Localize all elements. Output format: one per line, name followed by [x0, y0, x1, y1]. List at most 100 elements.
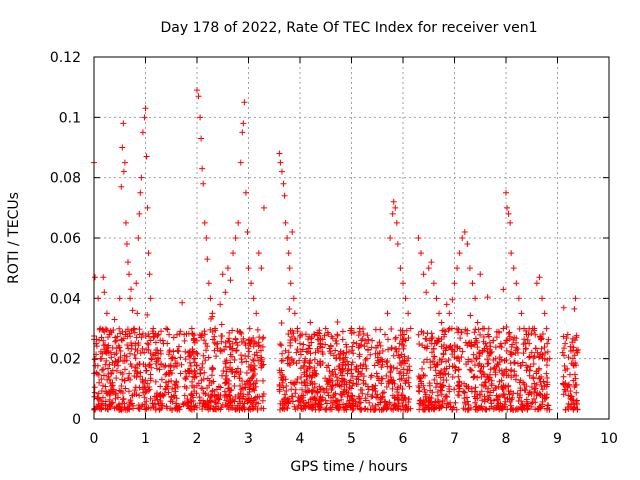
roti-point [147, 371, 154, 378]
roti-point [336, 363, 343, 370]
roti-point [356, 399, 363, 406]
roti-data-point [381, 331, 388, 338]
roti-data-point [294, 325, 301, 332]
roti-point [564, 365, 571, 372]
roti-data-point [451, 280, 458, 287]
roti-point [427, 359, 434, 366]
roti-point [131, 372, 138, 379]
roti-point [460, 388, 467, 395]
roti-point [229, 327, 236, 334]
roti-data-point [358, 370, 365, 377]
roti-point [119, 328, 126, 335]
roti-point [434, 392, 441, 399]
roti-data-point [203, 235, 210, 241]
roti-point [251, 351, 258, 358]
roti-data-point [454, 265, 461, 272]
roti-point [295, 397, 302, 404]
roti-point [562, 388, 569, 395]
roti-point [103, 390, 110, 397]
roti-point [506, 335, 513, 342]
roti-point [228, 353, 235, 360]
y-tick-label: 0.02 [50, 352, 81, 368]
roti-point [117, 354, 124, 361]
roti-point [278, 374, 285, 381]
roti-data-point [322, 325, 329, 332]
roti-point [174, 360, 181, 367]
roti-point [508, 405, 515, 412]
roti-point [251, 362, 258, 369]
roti-point [144, 340, 151, 347]
roti-data-point [297, 340, 303, 347]
roti-point [367, 406, 374, 413]
roti-point [325, 392, 332, 399]
roti-data-point [230, 250, 237, 257]
roti-point [508, 351, 515, 358]
roti-point [248, 395, 255, 402]
roti-point [102, 383, 109, 390]
roti-point [532, 345, 539, 352]
roti-data-point [338, 367, 345, 374]
roti-point [157, 383, 164, 390]
roti-point [287, 362, 294, 369]
roti-point [229, 346, 236, 353]
roti-point [306, 359, 313, 366]
roti-data-point [119, 144, 126, 151]
roti-point [326, 379, 333, 386]
roti-point [393, 348, 400, 355]
roti-point [484, 294, 491, 301]
roti-data-point [464, 241, 471, 248]
roti-point [234, 328, 241, 335]
roti-data-point [219, 271, 226, 278]
roti-point [418, 380, 425, 387]
roti-point [343, 381, 350, 388]
roti-point [116, 344, 123, 351]
roti-point [260, 334, 267, 341]
roti-data-point [503, 189, 509, 196]
roti-point [237, 329, 244, 336]
roti-point [181, 400, 188, 407]
roti-point [327, 404, 334, 411]
roti-data-point [132, 340, 139, 347]
roti-data-point [302, 355, 309, 362]
roti-point [136, 406, 143, 413]
roti-data-point [508, 250, 515, 257]
roti-data-point [285, 250, 292, 257]
roti-data-point [100, 274, 107, 281]
roti-data-point [515, 295, 522, 302]
roti-point [380, 406, 387, 413]
roti-data-point [482, 340, 489, 347]
roti-point [534, 349, 541, 356]
roti-point [528, 330, 535, 337]
roti-point [147, 395, 154, 402]
roti-point [294, 346, 301, 353]
roti-data-point [116, 295, 123, 302]
roti-point [213, 353, 220, 360]
roti-point [571, 352, 578, 359]
roti-point [316, 330, 323, 337]
roti-point [201, 337, 208, 344]
roti-point [495, 394, 502, 401]
roti-point [202, 357, 209, 364]
roti-point [337, 350, 344, 357]
roti-point [322, 397, 329, 404]
roti-point [244, 391, 251, 398]
roti-point [503, 347, 510, 354]
roti-point [162, 379, 169, 386]
roti-point [358, 337, 365, 344]
roti-point [142, 363, 149, 370]
roti-data-point [562, 340, 569, 347]
roti-point [276, 383, 283, 390]
roti-point [288, 386, 295, 393]
roti-point [295, 402, 302, 409]
roti-point [93, 343, 100, 350]
roti-point [442, 328, 449, 335]
roti-point [356, 351, 363, 358]
roti-data-point [374, 373, 381, 380]
roti-point [330, 392, 337, 399]
roti-point [443, 393, 450, 400]
roti-point [292, 337, 299, 344]
roti-point [368, 393, 375, 400]
roti-data-point [126, 271, 133, 278]
roti-point [545, 402, 552, 409]
roti-point [526, 353, 533, 360]
